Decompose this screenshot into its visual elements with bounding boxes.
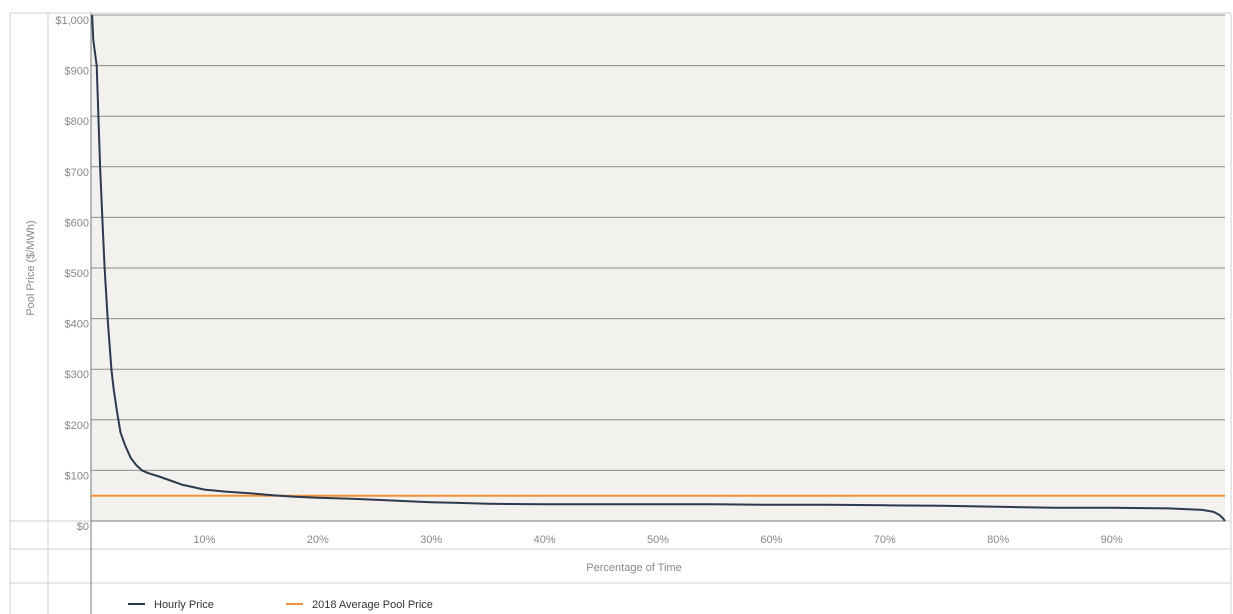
chart-frame [9, 12, 1232, 614]
y-axis-ticks: $0 $100 $200 $300 $400 $500 $600 $700 $800 $900 $1… [55, 15, 89, 533]
x-tick-label: 30% [420, 534, 442, 546]
x-axis-title: Percentage of Time [586, 562, 681, 574]
y-tick-label: $800 [65, 116, 89, 128]
y-axis-title: Pool Price ($/MWh) [25, 220, 37, 315]
legend: Hourly Price 2018 Average Pool Price [128, 599, 433, 611]
legend-label: Hourly Price [154, 599, 214, 611]
x-tick-label: 90% [1101, 534, 1123, 546]
y-tick-label: $900 [65, 66, 89, 78]
y-tick-label: $200 [65, 420, 89, 432]
y-tick-label: $500 [65, 268, 89, 280]
x-tick-label: 10% [193, 534, 215, 546]
y-tick-label: $400 [65, 319, 89, 331]
y-tick-label: $700 [65, 167, 89, 179]
y-tick-label: $1,000 [55, 15, 89, 27]
x-tick-label: 40% [534, 534, 556, 546]
y-tick-label: $600 [65, 217, 89, 229]
series-group [91, 14, 1226, 522]
gridlines [91, 14, 1225, 471]
x-tick-label: 80% [987, 534, 1009, 546]
x-axis-ticks: 10% 20% 30% 40% 50% 60% 70% 80% 90% [193, 534, 1122, 546]
x-tick-label: 60% [760, 534, 782, 546]
y-tick-label: $300 [65, 369, 89, 381]
series-line-hourly-price [91, 14, 1226, 522]
x-tick-label: 50% [647, 534, 669, 546]
legend-label: 2018 Average Pool Price [312, 599, 433, 611]
x-tick-label: 70% [874, 534, 896, 546]
y-tick-label: $100 [65, 470, 89, 482]
y-tick-label: $0 [77, 521, 89, 533]
x-tick-label: 20% [307, 534, 329, 546]
